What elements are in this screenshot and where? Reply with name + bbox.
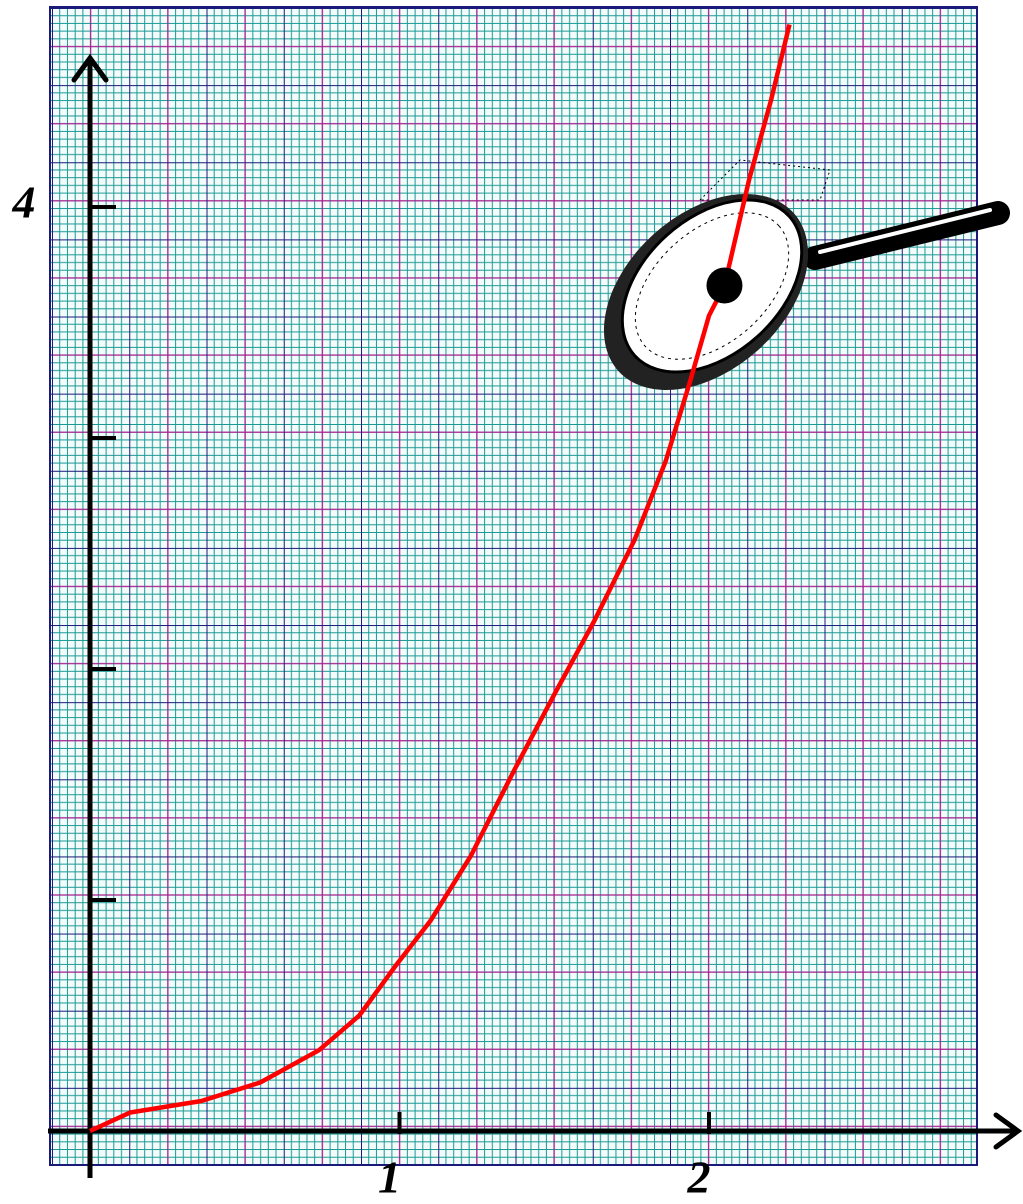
graph-paper — [50, 7, 977, 1165]
highlight-point — [706, 268, 742, 304]
x-tick-label: 1 — [378, 1152, 401, 1203]
chart: 1 2 4 — [0, 0, 1023, 1204]
x-tick-label: 2 — [687, 1152, 711, 1203]
y-tick-label: 4 — [12, 177, 36, 228]
